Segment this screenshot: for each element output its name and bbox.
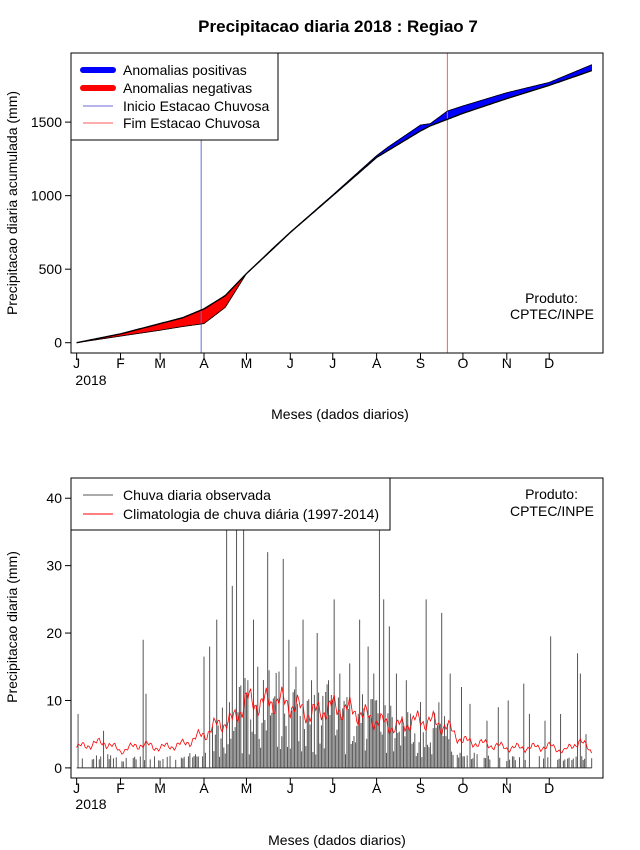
top-y-tick-label: 0: [54, 335, 62, 351]
top-x-tick-label: F: [116, 355, 125, 371]
daily-bars: [76, 478, 593, 769]
chart-title: Precipitacao diaria 2018 : Regiao 7: [198, 17, 478, 36]
x-axis-label: Meses (dados diarios): [271, 406, 409, 422]
cumulative-chart: Precipitacao diaria 2018 : Regiao 7 0 500…: [4, 17, 604, 422]
bottom-y-tick-label: 20: [46, 625, 62, 641]
top-x-tick-label: N: [502, 355, 512, 371]
bottom-x-tick-label: M: [241, 780, 253, 796]
top-x-tick-label: M: [241, 355, 253, 371]
product-source: CPTEC/INPE: [510, 503, 594, 519]
top-x-tick-label: A: [372, 355, 382, 371]
bottom-x-tick-label: A: [372, 780, 382, 796]
bottom-x-tick-label: M: [154, 780, 166, 796]
climatology-line: [76, 686, 593, 755]
bottom-x-tick-label: S: [416, 780, 425, 796]
bottom-x-tick-label: J: [329, 780, 336, 796]
bottom-y-tick-label: 30: [46, 558, 62, 574]
year-label: 2018: [75, 372, 106, 388]
top-x-tick-label: A: [199, 355, 209, 371]
y-axis-label: Precipitacao diaria acumulada (mm): [4, 91, 20, 315]
cumulative-lines: [76, 64, 592, 344]
bottom-x-tick-label: J: [287, 780, 294, 796]
product-label: Produto:: [525, 486, 578, 502]
top-x-tick-label: M: [154, 355, 166, 371]
bottom-y-tick-label: 40: [46, 490, 62, 506]
bottom-y-tick-label: 0: [54, 760, 62, 776]
legend-label-positive: Anomalias positivas: [123, 62, 247, 78]
product-source: CPTEC/INPE: [510, 306, 594, 322]
product-label: Produto:: [525, 290, 578, 306]
legend-label-end: Fim Estacao Chuvosa: [123, 115, 260, 131]
bottom-x-tick-label: N: [502, 780, 512, 796]
top-x-tick-label: S: [416, 355, 425, 371]
legend-label-climatology: Climatologia de chuva diária (1997-2014): [123, 506, 379, 522]
climatology-daily-line: [76, 686, 593, 755]
x-axis-label: Meses (dados diarios): [268, 832, 406, 848]
bottom-x-tick-label: A: [199, 780, 209, 796]
bottom-x-tick-label: O: [457, 780, 468, 796]
top-y-tick-label: 1500: [31, 114, 62, 130]
legend-label-start: Inicio Estacao Chuvosa: [123, 98, 270, 114]
y-axis-label: Precipitacao diaria (mm): [4, 551, 20, 703]
top-x-tick-label: J: [287, 355, 294, 371]
climatology-cumulative-line: [76, 69, 592, 344]
legend-label-observed: Chuva diaria observada: [123, 487, 271, 503]
top-x-tick-label: O: [457, 355, 468, 371]
legend-box: [70, 477, 391, 531]
year-label: 2018: [75, 796, 106, 812]
top-x-tick-label: D: [544, 355, 554, 371]
legend: Chuva diaria observada Climatologia de c…: [70, 477, 391, 531]
legend: Anomalias positivas Anomalias negativas …: [70, 52, 279, 141]
y-axis: 0 10 20 30 40: [46, 490, 72, 776]
top-x-tick-label: J: [329, 355, 336, 371]
legend-label-negative: Anomalias negativas: [123, 80, 252, 96]
bottom-x-tick-label: D: [544, 780, 554, 796]
top-y-tick-label: 500: [39, 261, 63, 277]
y-axis: 0 500 1000 1500: [31, 114, 72, 351]
bottom-y-tick-label: 10: [46, 692, 62, 708]
top-y-tick-label: 1000: [31, 188, 62, 204]
daily-chart: 0 10 20 30 40 J F M A M J J A S O N D Meses (dados diar…: [4, 477, 604, 848]
bottom-x-tick-label: J: [73, 780, 80, 796]
top-x-tick-label: J: [73, 355, 80, 371]
bottom-x-tick-label: F: [116, 780, 125, 796]
